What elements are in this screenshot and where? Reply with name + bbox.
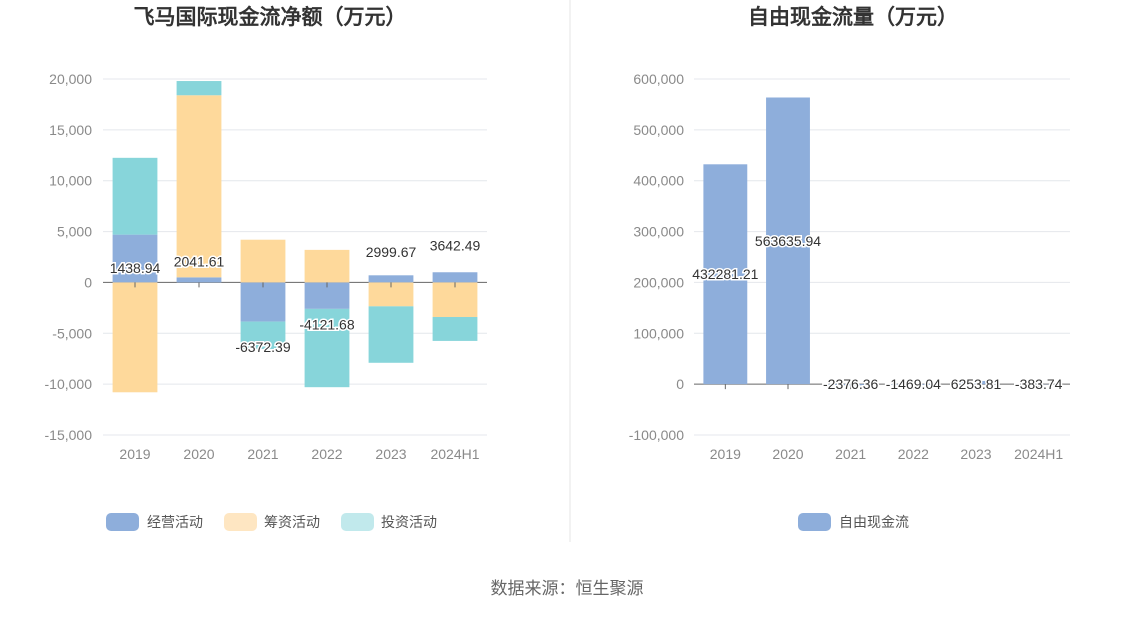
x-tick-label: 2021	[247, 446, 278, 462]
y-tick-label: 15,000	[49, 122, 92, 138]
x-tick-label: 2021	[835, 446, 866, 462]
y-tick-label: 10,000	[49, 173, 92, 189]
free-cash-flow-y-axis: 600,000 500,000 400,000 300,000 200,000 100,0…	[629, 71, 684, 443]
data-label: 2999.67	[366, 244, 417, 260]
bar-investing	[433, 317, 478, 341]
y-tick-label: 0	[676, 376, 684, 392]
y-tick-label: 5,000	[57, 224, 92, 240]
data-label: 1438.94	[110, 260, 161, 276]
legend-swatch-financing	[224, 513, 257, 531]
x-tick-label: 2024H1	[1014, 446, 1063, 462]
bar-financing	[305, 250, 350, 283]
bar-investing	[369, 306, 414, 362]
data-label: -4121.68	[299, 316, 354, 332]
y-tick-label: -5,000	[52, 325, 92, 341]
net-cash-flow-title: 飞马国际现金流净额（万元）	[134, 5, 407, 29]
x-tick-label: 2019	[710, 446, 741, 462]
net-cash-flow-chart: 飞马国际现金流净额（万元） 20,000 15,000 10,000 5,000 0 -5…	[45, 5, 487, 531]
net-cash-flow-y-axis: 20,000 15,000 10,000 5,000 0 -5,000 -10,000 -15…	[45, 71, 93, 443]
free-cash-flow-x-axis: 2019 2020 2021 2022 2023 2024H1	[710, 384, 1064, 462]
legend-item-financing[interactable]: 筹资活动	[224, 513, 320, 531]
bar-financing	[113, 282, 158, 392]
y-tick-label: 400,000	[633, 173, 684, 189]
data-source-note: 数据来源：恒生聚源	[0, 574, 1134, 599]
free-cash-flow-gridlines	[694, 79, 1070, 435]
legend-label-financing: 筹资活动	[264, 514, 320, 530]
data-label: -1469.04	[886, 376, 941, 392]
x-tick-label: 2022	[898, 446, 929, 462]
legend-swatch-free-cash-flow	[798, 513, 831, 531]
legend-label-investing: 投资活动	[381, 514, 437, 530]
y-tick-label: 20,000	[49, 71, 92, 87]
free-cash-flow-chart: 自由现金流量（万元） 600,000 500,000 400,000 300,000 2…	[629, 5, 1070, 531]
legend-item-operating[interactable]: 经营活动	[106, 513, 203, 531]
data-label: 3642.49	[430, 237, 481, 253]
net-cash-flow-bars	[113, 81, 478, 392]
data-label: -383.74	[1015, 376, 1063, 392]
data-label: 2041.61	[174, 254, 225, 270]
legend-swatch-investing	[341, 513, 374, 531]
bar-operating	[177, 277, 222, 282]
y-tick-label: 200,000	[633, 274, 684, 290]
bar-operating	[369, 275, 414, 282]
x-tick-label: 2023	[960, 446, 991, 462]
data-label: 432281.21	[692, 266, 758, 282]
legend-label-operating: 经营活动	[147, 514, 203, 530]
y-tick-label: -15,000	[45, 427, 93, 443]
legend-item-free-cash-flow[interactable]: 自由现金流	[798, 513, 909, 531]
data-label: 6253.81	[951, 376, 1002, 392]
free-cash-flow-title: 自由现金流量（万元）	[748, 5, 958, 29]
x-tick-label: 2022	[311, 446, 342, 462]
y-tick-label: 100,000	[633, 325, 684, 341]
net-cash-flow-data-labels: 1438.94 2041.61 -6372.39 -4121.68 2999.67 364…	[110, 237, 481, 355]
bar-investing	[177, 81, 222, 95]
free-cash-flow-data-labels: 432281.21 563635.94 -2376.36 -1469.04 6253.8…	[692, 233, 1062, 392]
data-label: -6372.39	[235, 339, 290, 355]
bar-financing	[241, 240, 286, 283]
net-cash-flow-gridlines	[103, 79, 487, 435]
bar-financing	[177, 95, 222, 277]
bar-operating	[241, 282, 286, 321]
legend-item-investing[interactable]: 投资活动	[341, 513, 437, 531]
x-tick-label: 2020	[772, 446, 803, 462]
y-tick-label: -100,000	[629, 427, 684, 443]
legend-swatch-operating	[106, 513, 139, 531]
legend-label-free-cash-flow: 自由现金流	[839, 514, 909, 530]
net-cash-flow-legend: 经营活动 筹资活动 投资活动	[106, 513, 437, 531]
x-tick-label: 2023	[375, 446, 406, 462]
bar-financing	[433, 282, 478, 317]
y-tick-label: 0	[84, 274, 92, 290]
y-tick-label: -10,000	[45, 376, 93, 392]
y-tick-label: 300,000	[633, 224, 684, 240]
y-tick-label: 500,000	[633, 122, 684, 138]
data-label: 563635.94	[755, 233, 821, 249]
data-label: -2376.36	[823, 376, 878, 392]
free-cash-flow-legend: 自由现金流	[798, 513, 909, 531]
bar-investing	[113, 158, 158, 235]
x-tick-label: 2020	[183, 446, 214, 462]
y-tick-label: 600,000	[633, 71, 684, 87]
bar-operating	[433, 272, 478, 282]
x-tick-label: 2019	[119, 446, 150, 462]
x-tick-label: 2024H1	[430, 446, 479, 462]
